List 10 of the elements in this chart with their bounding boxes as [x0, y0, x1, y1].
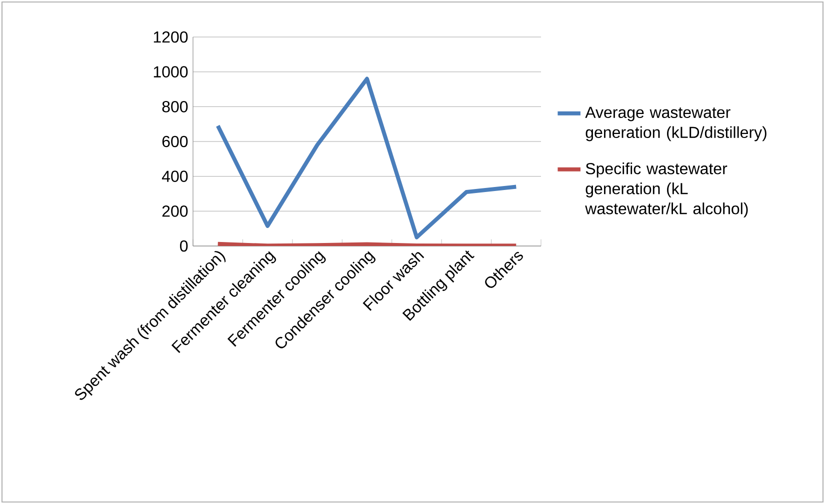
- legend-label: Specific wastewater generation (kL wastewater/kL alcohol): [585, 162, 748, 218]
- y-tick-label: 600: [162, 136, 188, 148]
- legend-label: Average wastewater generation (kLD/distillery): [585, 106, 766, 142]
- y-tick-label: 1000: [154, 66, 188, 78]
- line-series: [216, 76, 518, 240]
- y-tick-label: 200: [162, 206, 188, 217]
- y-tick-label: 0: [180, 240, 188, 252]
- y-tick-label: 400: [162, 170, 188, 182]
- y-tick-label: 1200: [154, 31, 188, 43]
- y-tick-label: 800: [162, 101, 188, 112]
